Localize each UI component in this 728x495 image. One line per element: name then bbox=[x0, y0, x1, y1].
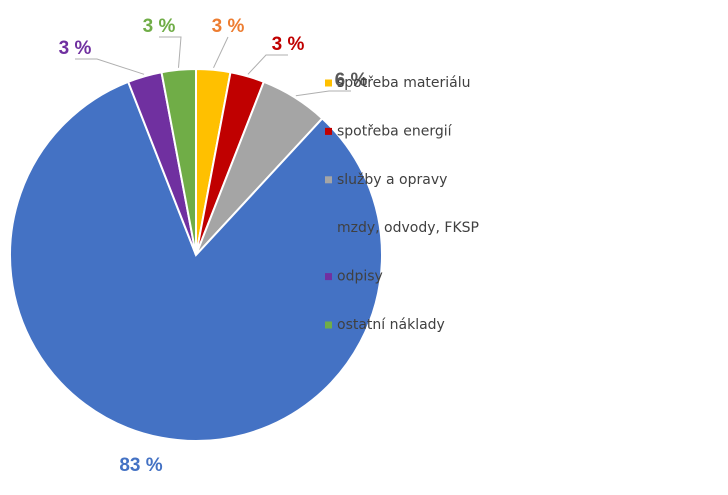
leader-line bbox=[159, 36, 182, 68]
value-label: 3 % bbox=[143, 16, 176, 37]
value-label: 3 % bbox=[59, 38, 92, 59]
legend-label: odpisy bbox=[337, 269, 383, 285]
legend-label: ostatní náklady bbox=[337, 317, 445, 333]
legend-swatch bbox=[325, 79, 332, 87]
value-label: 3 % bbox=[212, 16, 245, 37]
value-label: 83 % bbox=[119, 455, 162, 476]
leader-line bbox=[295, 90, 351, 97]
leader-line bbox=[213, 36, 229, 69]
value-label: 3 % bbox=[272, 34, 305, 55]
value-label: 6 % bbox=[335, 70, 368, 91]
legend-label: služby a opravy bbox=[337, 172, 447, 188]
legend-swatch bbox=[325, 321, 332, 329]
leader-line bbox=[75, 58, 145, 75]
legend-swatch bbox=[325, 176, 332, 184]
pie-slice bbox=[160, 67, 197, 256]
leader-line bbox=[247, 54, 288, 75]
legend-label: spotřeba energií bbox=[337, 123, 453, 139]
legend-swatch bbox=[325, 224, 332, 232]
legend-label: spotřeba materiálu bbox=[337, 75, 471, 91]
legend-swatch bbox=[325, 127, 332, 135]
legend-swatch bbox=[325, 273, 332, 281]
pie-slice bbox=[9, 80, 383, 442]
legend-label: mzdy, odvody, FKSP bbox=[337, 220, 479, 236]
